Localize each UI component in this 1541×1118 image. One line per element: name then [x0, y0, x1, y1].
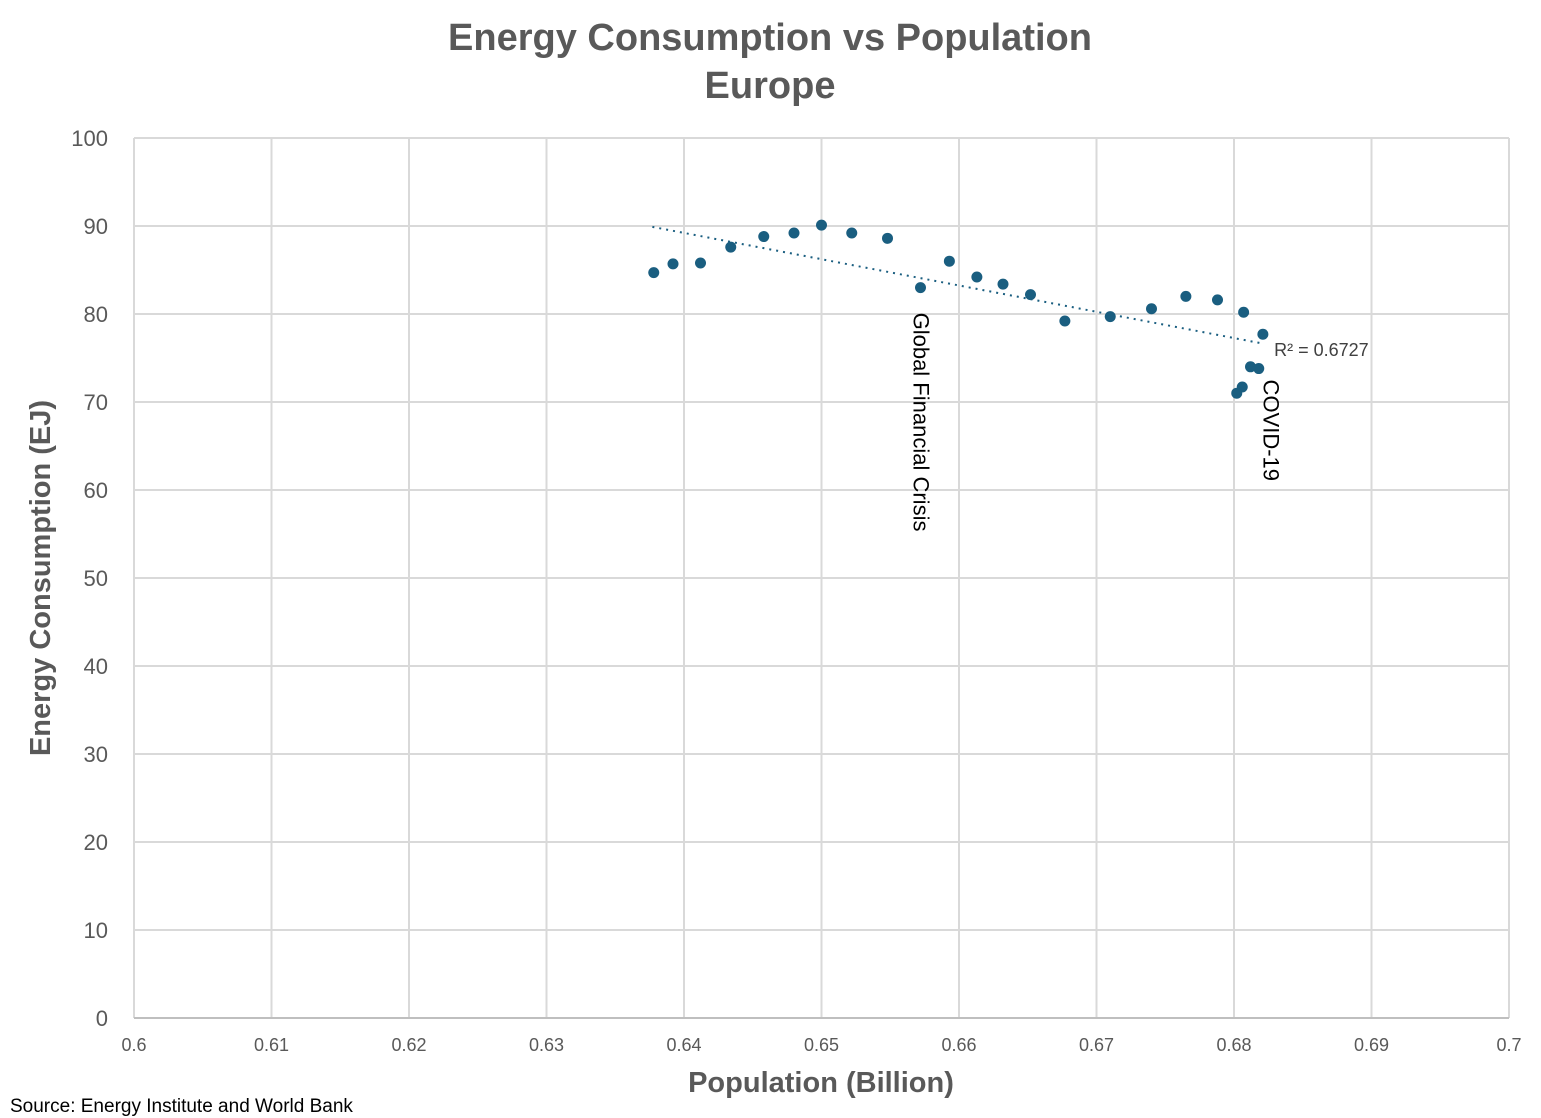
y-tick-label: 90 [84, 214, 108, 239]
x-axis-ticks: 0.6 0.61 0.62 0.63 0.64 0.65 0.66 0.67 0.68 0.69 0… [121, 1035, 1521, 1055]
data-point [788, 227, 800, 239]
data-point [1257, 328, 1269, 340]
y-tick-label: 20 [84, 830, 108, 855]
data-points [648, 219, 1269, 399]
data-point [667, 258, 679, 270]
data-point [695, 257, 706, 269]
y-tick-label: 0 [96, 1006, 108, 1031]
x-tick-label: 0.61 [254, 1035, 289, 1055]
data-point [1253, 363, 1265, 375]
data-point [915, 282, 926, 294]
data-point [971, 271, 983, 283]
y-tick-label: 70 [84, 390, 108, 415]
y-tick-label: 80 [84, 302, 108, 327]
x-tick-label: 0.67 [1079, 1035, 1114, 1055]
y-axis-label: Energy Consumption (EJ) [25, 400, 57, 756]
data-point [725, 241, 737, 253]
data-point [1212, 294, 1223, 306]
y-axis-ticks: 0 10 20 30 40 50 60 70 80 90 100 [71, 126, 108, 1031]
data-point [1238, 306, 1250, 318]
y-tick-label: 10 [84, 918, 108, 943]
x-tick-label: 0.64 [666, 1035, 701, 1055]
data-point [1180, 290, 1192, 302]
data-point [1104, 311, 1116, 323]
gridlines [133, 137, 1510, 1019]
trendline [652, 225, 1261, 345]
x-tick-label: 0.62 [391, 1035, 426, 1055]
annotations: Global Financial Crisis COVID-19 [909, 313, 1284, 532]
data-point [882, 232, 893, 244]
data-point [816, 219, 827, 231]
r-squared-label: R² = 0.6727 [1274, 340, 1369, 360]
data-point [1059, 315, 1071, 327]
data-point [648, 267, 660, 279]
y-tick-label: 30 [84, 742, 108, 767]
chart-title-line1: Energy Consumption vs Population [448, 17, 1092, 59]
x-tick-label: 0.65 [804, 1035, 839, 1055]
x-tick-label: 0.69 [1354, 1035, 1389, 1055]
data-point [1245, 361, 1256, 373]
data-point [846, 227, 858, 239]
x-tick-label: 0.66 [941, 1035, 976, 1055]
x-tick-label: 0.68 [1216, 1035, 1251, 1055]
x-tick-label: 0.6 [121, 1035, 146, 1055]
source-note: Source: Energy Institute and World Bank [10, 1096, 353, 1117]
data-point [943, 255, 955, 267]
x-tick-label: 0.7 [1496, 1035, 1521, 1055]
y-tick-label: 100 [71, 126, 108, 151]
x-axis-label: Population (Billion) [688, 1067, 954, 1099]
y-tick-label: 60 [84, 478, 108, 503]
y-tick-label: 50 [84, 566, 108, 591]
annotation-label: Global Financial Crisis [909, 313, 934, 532]
data-point [997, 278, 1009, 290]
data-point [1231, 387, 1243, 399]
data-point [1025, 289, 1036, 301]
data-point [1146, 303, 1157, 315]
chart-title-line2: Europe [705, 65, 836, 107]
y-tick-label: 40 [84, 654, 108, 679]
x-tick-label: 0.63 [529, 1035, 564, 1055]
annotation-label: COVID-19 [1259, 380, 1284, 481]
data-point [758, 231, 770, 243]
